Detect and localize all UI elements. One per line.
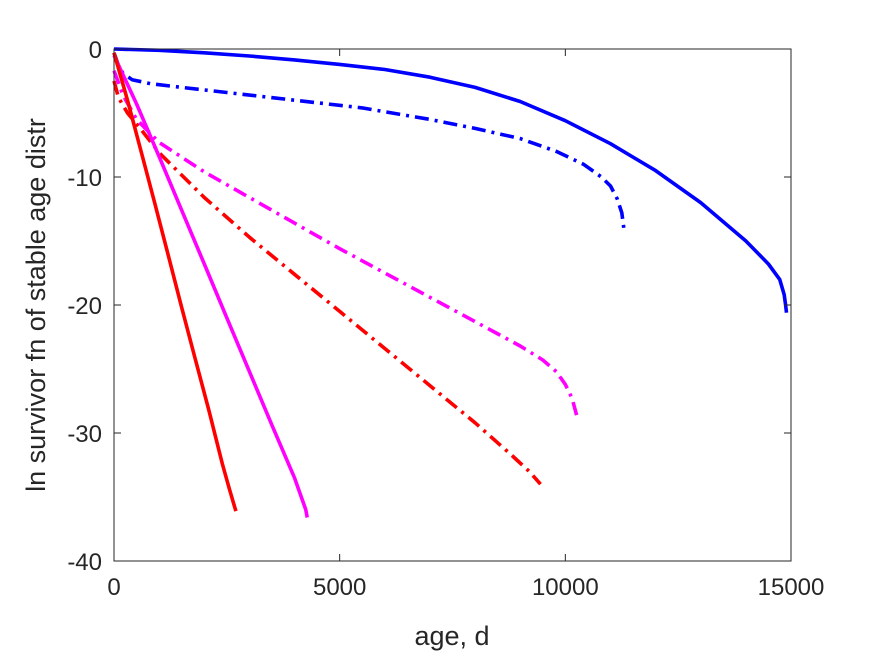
x-axis-label: age, d [414,621,489,651]
series-line-5 [112,54,309,518]
x-tick-label: 0 [107,574,120,601]
x-tick-label: 15000 [758,574,825,601]
y-tick-label: -10 [67,165,102,192]
series-layer [112,47,789,518]
tick-layer: 0 5000 10000 15000 -40 -30 -20 -10 0 [67,37,824,601]
y-tick-label: -40 [67,549,102,576]
series-line-6 [112,52,238,512]
y-tick-label: -20 [67,293,102,320]
plot-area-frame [113,48,792,562]
y-tick-label: 0 [89,37,102,64]
series-line-2 [112,52,626,230]
y-tick-label: -30 [67,421,102,448]
series-line-3 [112,70,579,416]
series-line-1 [113,47,789,313]
x-tick-label: 10000 [532,574,599,601]
x-tick-label: 5000 [313,574,366,601]
series-line-4 [112,80,542,486]
y-axis-label: ln survivor fn of stable age distr [21,118,51,492]
